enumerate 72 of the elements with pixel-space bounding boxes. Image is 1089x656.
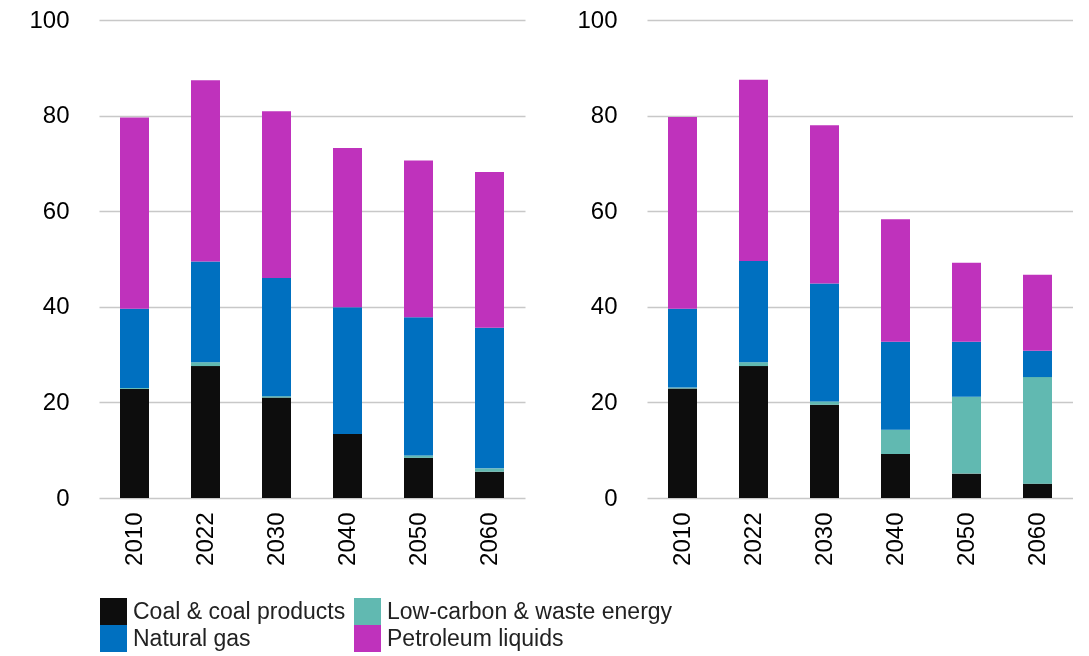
bar bbox=[475, 468, 504, 472]
y-tick-label: 60 bbox=[42, 196, 70, 224]
legend-label: Petroleum liquids bbox=[387, 624, 564, 651]
x-tick-label: 2030 bbox=[809, 512, 837, 566]
y-tick-label: 80 bbox=[590, 101, 618, 129]
legend-label: Low-carbon & waste energy bbox=[387, 597, 673, 624]
bar bbox=[191, 366, 220, 498]
bar bbox=[739, 366, 768, 498]
bar bbox=[881, 341, 910, 430]
bar bbox=[404, 317, 433, 456]
bar bbox=[333, 433, 362, 498]
bar bbox=[1023, 377, 1052, 484]
x-tick-label: 2010 bbox=[667, 512, 695, 566]
x-tick-label: 2050 bbox=[951, 512, 979, 566]
bar bbox=[952, 341, 981, 397]
bar bbox=[881, 454, 910, 498]
bar bbox=[810, 283, 839, 402]
bar bbox=[475, 172, 504, 328]
legend-label: Coal & coal products bbox=[133, 597, 346, 624]
bar bbox=[739, 362, 768, 367]
x-tick-label: 2030 bbox=[261, 512, 289, 566]
y-tick-label: 100 bbox=[577, 5, 618, 33]
bar bbox=[810, 125, 839, 284]
bar bbox=[952, 262, 981, 342]
x-tick-label: 2040 bbox=[332, 512, 360, 566]
bar bbox=[191, 261, 220, 363]
bar bbox=[668, 308, 697, 388]
x-tick-label: 2060 bbox=[1022, 512, 1050, 566]
bar bbox=[475, 327, 504, 469]
bar bbox=[120, 308, 149, 389]
x-tick-label: 2040 bbox=[880, 512, 908, 566]
y-tick-label: 60 bbox=[590, 196, 618, 224]
bar bbox=[404, 160, 433, 318]
bar bbox=[262, 397, 291, 498]
bar bbox=[404, 457, 433, 498]
bar bbox=[120, 389, 149, 498]
y-tick-label: 20 bbox=[590, 387, 618, 415]
bar bbox=[333, 307, 362, 434]
y-tick-label: 0 bbox=[604, 483, 618, 511]
bar bbox=[952, 396, 981, 474]
bar bbox=[810, 404, 839, 498]
bar bbox=[739, 79, 768, 261]
bar bbox=[191, 362, 220, 367]
x-tick-label: 2050 bbox=[403, 512, 431, 566]
bar bbox=[668, 117, 697, 309]
x-tick-label: 2010 bbox=[119, 512, 147, 566]
y-tick-label: 80 bbox=[42, 101, 70, 129]
bar bbox=[952, 473, 981, 498]
bar bbox=[404, 455, 433, 458]
bar bbox=[262, 111, 291, 279]
bar bbox=[668, 388, 697, 498]
bar bbox=[881, 429, 910, 455]
y-tick-label: 100 bbox=[29, 5, 70, 33]
y-tick-label: 40 bbox=[590, 292, 618, 320]
bar bbox=[262, 278, 291, 397]
y-tick-label: 0 bbox=[56, 483, 70, 511]
bar bbox=[1023, 274, 1052, 351]
x-tick-label: 2022 bbox=[190, 512, 218, 566]
legend-label: Natural gas bbox=[133, 624, 251, 651]
bar bbox=[739, 260, 768, 363]
bar bbox=[881, 219, 910, 342]
bar bbox=[191, 80, 220, 262]
bar bbox=[120, 117, 149, 309]
bar bbox=[810, 401, 839, 405]
bar bbox=[1023, 483, 1052, 498]
bar bbox=[475, 471, 504, 498]
x-tick-label: 2022 bbox=[738, 512, 766, 566]
bar bbox=[333, 148, 362, 308]
bar bbox=[1023, 350, 1052, 378]
x-tick-label: 2060 bbox=[474, 512, 502, 566]
y-tick-label: 20 bbox=[42, 387, 70, 415]
y-tick-label: 40 bbox=[42, 292, 70, 320]
